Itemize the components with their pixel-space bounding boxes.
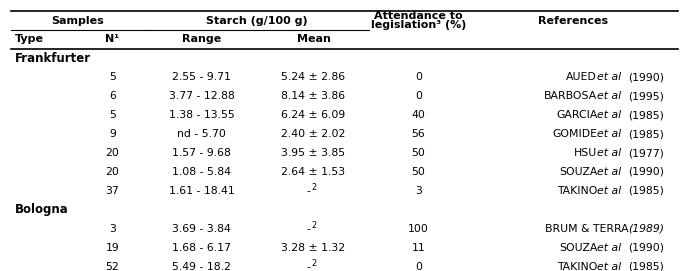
Text: 2: 2 (311, 221, 317, 230)
Text: 0: 0 (415, 72, 422, 82)
Text: nd - 5.70: nd - 5.70 (177, 129, 226, 139)
Text: et al: et al (597, 129, 621, 139)
Text: TAKINO: TAKINO (557, 262, 597, 271)
Text: 56: 56 (411, 129, 425, 139)
Text: 2: 2 (311, 183, 317, 192)
Text: 100: 100 (408, 224, 429, 234)
Text: (1989): (1989) (628, 224, 664, 234)
Text: 6: 6 (109, 91, 116, 101)
Text: 19: 19 (105, 243, 119, 253)
Text: 1.08 - 5.84: 1.08 - 5.84 (172, 167, 232, 177)
Text: 5: 5 (109, 72, 116, 82)
Text: 2: 2 (311, 259, 317, 268)
Text: 20: 20 (105, 148, 119, 158)
Text: 5.24 ± 2.86: 5.24 ± 2.86 (282, 72, 346, 82)
Text: 0: 0 (415, 91, 422, 101)
Text: SOUZA: SOUZA (559, 243, 597, 253)
Text: SOUZA: SOUZA (559, 167, 597, 177)
Text: (1977): (1977) (628, 148, 664, 158)
Text: -: - (306, 224, 310, 234)
Text: (1995): (1995) (628, 91, 664, 101)
Text: (1990): (1990) (628, 167, 664, 177)
Text: 9: 9 (109, 129, 116, 139)
Text: BRUM & TERRA: BRUM & TERRA (544, 224, 628, 234)
Text: et al: et al (597, 167, 621, 177)
Text: 1.68 - 6.17: 1.68 - 6.17 (172, 243, 232, 253)
Text: 52: 52 (105, 262, 119, 271)
Text: et al: et al (597, 72, 621, 82)
Text: legislation³ (%): legislation³ (%) (371, 20, 466, 30)
Text: -: - (306, 186, 310, 196)
Text: et al: et al (597, 186, 621, 196)
Text: 11: 11 (411, 243, 425, 253)
Text: 0: 0 (415, 262, 422, 271)
Text: (1985): (1985) (628, 129, 664, 139)
Text: 5: 5 (109, 110, 116, 120)
Text: 50: 50 (411, 167, 425, 177)
Text: 2.64 ± 1.53: 2.64 ± 1.53 (282, 167, 346, 177)
Text: Mean: Mean (297, 34, 331, 44)
Text: (1985): (1985) (628, 262, 664, 271)
Text: (1985): (1985) (628, 110, 664, 120)
Text: 40: 40 (411, 110, 425, 120)
Text: N¹: N¹ (105, 34, 119, 44)
Text: (1990): (1990) (628, 72, 664, 82)
Text: et al: et al (597, 91, 621, 101)
Text: GOMIDE: GOMIDE (553, 129, 597, 139)
Text: Bologna: Bologna (14, 203, 68, 216)
Text: (1985): (1985) (628, 186, 664, 196)
Text: References: References (538, 15, 608, 25)
Text: 20: 20 (105, 167, 119, 177)
Text: 50: 50 (411, 148, 425, 158)
Text: 3.77 - 12.88: 3.77 - 12.88 (169, 91, 235, 101)
Text: et al: et al (597, 262, 621, 271)
Text: Frankfurter: Frankfurter (14, 52, 90, 65)
Text: Type: Type (14, 34, 43, 44)
Text: 1.38 - 13.55: 1.38 - 13.55 (169, 110, 235, 120)
Text: 8.14 ± 3.86: 8.14 ± 3.86 (282, 91, 346, 101)
Text: GARCIA: GARCIA (556, 110, 597, 120)
Text: HSU: HSU (574, 148, 597, 158)
Text: et al: et al (597, 243, 621, 253)
Text: et al: et al (597, 110, 621, 120)
Text: et al: et al (597, 148, 621, 158)
Text: (1990): (1990) (628, 243, 664, 253)
Text: Starch (g/100 g): Starch (g/100 g) (206, 15, 308, 25)
Text: 1.57 - 9.68: 1.57 - 9.68 (172, 148, 232, 158)
Text: 5.49 - 18.2: 5.49 - 18.2 (172, 262, 232, 271)
Text: Range: Range (182, 34, 221, 44)
Text: 3.28 ± 1.32: 3.28 ± 1.32 (282, 243, 346, 253)
Text: Attendance to: Attendance to (374, 11, 463, 21)
Text: 1.61 - 18.41: 1.61 - 18.41 (169, 186, 235, 196)
Text: BARBOSA: BARBOSA (544, 91, 597, 101)
Text: Samples: Samples (52, 15, 105, 25)
Text: 3: 3 (415, 186, 422, 196)
Text: 2.55 - 9.71: 2.55 - 9.71 (172, 72, 232, 82)
Text: AUED: AUED (566, 72, 597, 82)
Text: TAKINO: TAKINO (557, 186, 597, 196)
Text: 37: 37 (105, 186, 119, 196)
Text: 2.40 ± 2.02: 2.40 ± 2.02 (281, 129, 346, 139)
Text: 6.24 ± 6.09: 6.24 ± 6.09 (281, 110, 346, 120)
Text: 3: 3 (109, 224, 116, 234)
Text: 3.95 ± 3.85: 3.95 ± 3.85 (282, 148, 346, 158)
Text: -: - (306, 262, 310, 271)
Text: 3.69 - 3.84: 3.69 - 3.84 (172, 224, 232, 234)
